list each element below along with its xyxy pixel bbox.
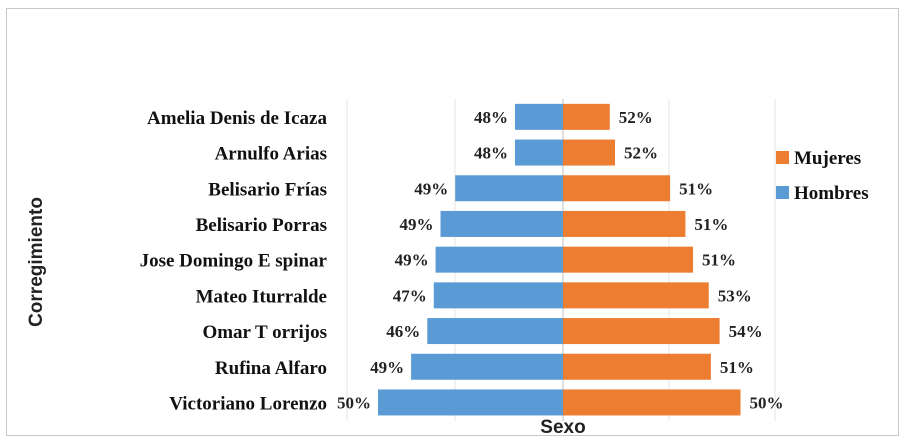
- bar-mujeres: [563, 210, 686, 237]
- bar-hombres: [433, 282, 563, 309]
- legend-label-mujeres: Mujeres: [794, 148, 861, 169]
- bar-mujeres: [563, 282, 709, 309]
- data-label-hombres: 47%: [393, 286, 427, 305]
- legend-label-hombres: Hombres: [794, 183, 869, 204]
- y-axis-title: Corregimiento: [26, 197, 47, 327]
- data-label-mujeres: 51%: [702, 251, 736, 270]
- bar-hombres: [378, 389, 563, 416]
- category-label: Mateo Iturralde: [196, 286, 327, 307]
- data-label-mujeres: 52%: [624, 144, 658, 163]
- bar-mujeres: [563, 389, 741, 416]
- bar-mujeres: [563, 175, 671, 202]
- category-label: Omar T orrijos: [202, 322, 327, 343]
- bar-hombres: [515, 103, 563, 130]
- data-label-mujeres: 53%: [718, 286, 752, 305]
- legend-swatch-mujeres: [776, 151, 789, 164]
- x-axis-title: Sexo: [540, 417, 585, 438]
- data-label-hombres: 50%: [337, 393, 371, 412]
- data-label-hombres: 49%: [370, 358, 404, 377]
- category-label: Belisario Porras: [196, 215, 327, 236]
- bar-hombres: [427, 318, 563, 345]
- data-label-hombres: 48%: [474, 108, 508, 127]
- bar-hombres: [515, 139, 563, 166]
- data-label-mujeres: 52%: [619, 108, 653, 127]
- category-label: Arnulfo Arias: [215, 144, 327, 165]
- bar-mujeres: [563, 139, 615, 166]
- bar-mujeres: [563, 353, 711, 380]
- bar-hombres: [411, 353, 563, 380]
- data-label-mujeres: 50%: [750, 393, 784, 412]
- category-label: Amelia Denis de Icaza: [147, 108, 327, 129]
- bar-hombres: [435, 246, 563, 273]
- category-label: Belisario Frías: [208, 179, 327, 200]
- category-label: Victoriano Lorenzo: [169, 393, 327, 414]
- bar-mujeres: [563, 246, 694, 273]
- category-label: Jose Domingo E spinar: [140, 251, 328, 272]
- bar-hombres: [455, 175, 563, 202]
- bar-hombres: [440, 210, 563, 237]
- data-label-hombres: 49%: [400, 215, 434, 234]
- category-label: Rufina Alfaro: [215, 358, 327, 379]
- data-label-hombres: 49%: [414, 179, 448, 198]
- data-label-hombres: 49%: [395, 251, 429, 270]
- data-label-mujeres: 54%: [729, 322, 763, 341]
- data-label-hombres: 46%: [386, 322, 420, 341]
- data-label-mujeres: 51%: [720, 358, 754, 377]
- data-label-hombres: 48%: [474, 144, 508, 163]
- bar-mujeres: [563, 318, 720, 345]
- bar-mujeres: [563, 103, 610, 130]
- data-label-mujeres: 51%: [679, 179, 713, 198]
- data-label-mujeres: 51%: [694, 215, 728, 234]
- legend-swatch-hombres: [776, 186, 789, 199]
